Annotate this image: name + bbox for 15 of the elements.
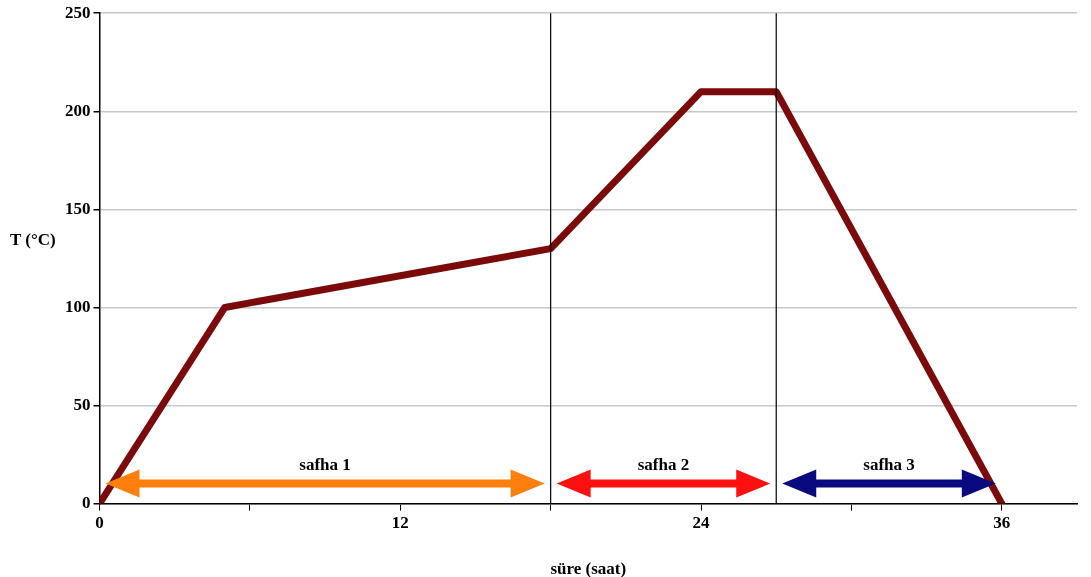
x-tick-label: 12 [391,513,409,533]
y-tick-label: 200 [65,100,91,120]
y-tick-label: 50 [73,394,91,414]
x-tick-label: 24 [692,513,711,533]
y-tick-label: 250 [65,2,91,22]
x-tick-label: 36 [993,513,1011,533]
x-tick-label: 0 [95,513,104,533]
annotation: safha 1 [299,454,351,474]
x-axis-title: süre (saat) [550,558,627,577]
y-axis-title: T (°C) [10,229,56,249]
y-tick-label: 150 [65,198,91,218]
annotation: safha 3 [863,454,915,474]
y-tick-label: 0 [82,492,91,512]
y-tick-label: 100 [65,296,91,316]
annotation: safha 2 [637,454,690,474]
